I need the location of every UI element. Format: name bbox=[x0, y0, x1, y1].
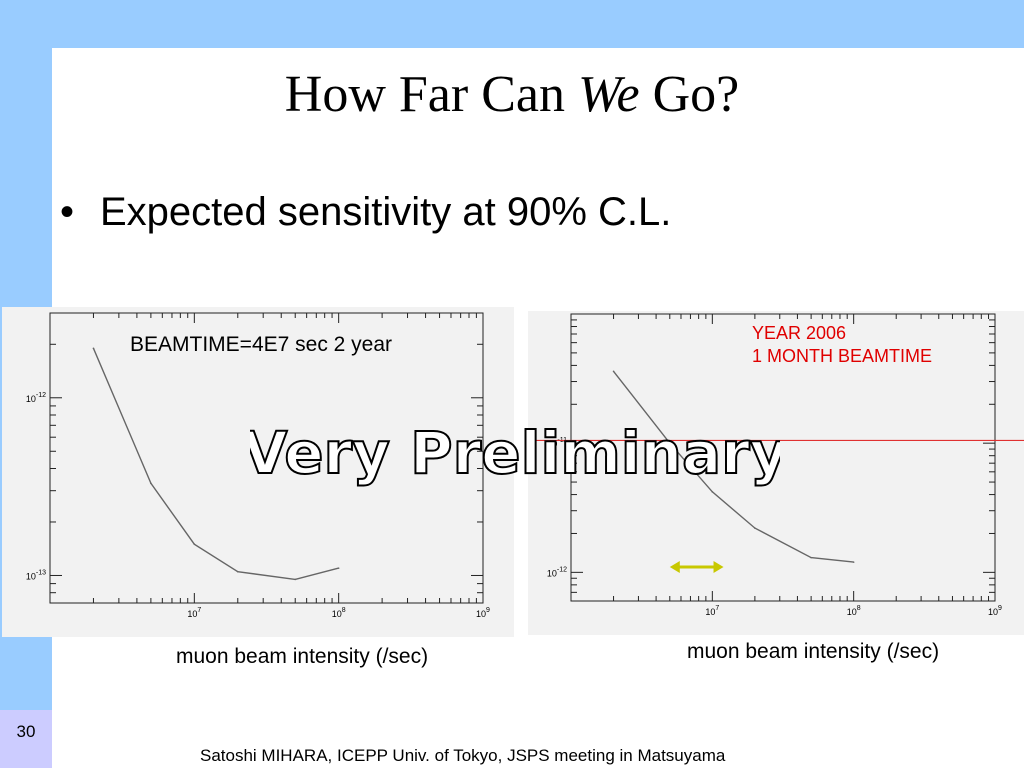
chart-right-data-point bbox=[668, 442, 671, 444]
top-color-band bbox=[0, 0, 1024, 48]
bullet-text: Expected sensitivity at 90% C.L. bbox=[100, 190, 672, 234]
footer-credit: Satoshi MIHARA, ICEPP Univ. of Tokyo, JS… bbox=[200, 746, 726, 765]
chart-left-data-point bbox=[337, 567, 340, 569]
chart-left: 107 108 109 10-12 10-13 bbox=[26, 312, 490, 619]
title-part-2: Go? bbox=[639, 66, 740, 123]
chart-right-data-point bbox=[612, 370, 615, 373]
chart-left-x-axis-label: muon beam intensity (/sec) bbox=[176, 645, 429, 668]
chart-left-x-tick-label: 108 bbox=[332, 607, 346, 619]
chart-left-annotation: BEAMTIME=4E7 sec 2 year bbox=[130, 333, 393, 356]
chart-left-y-tick-label: 10-12 bbox=[26, 392, 46, 404]
chart-right-series-line bbox=[612, 370, 854, 563]
chart-left-series-line bbox=[92, 347, 339, 581]
chart-right-frame bbox=[570, 313, 996, 602]
intensity-range-arrowhead-right bbox=[713, 561, 724, 573]
title-part-1: How Far Can bbox=[284, 66, 578, 123]
bullet-marker: • bbox=[60, 190, 75, 234]
plot-panel-left: 107 108 109 10-12 10-13 bbox=[2, 307, 514, 637]
chart-right-annotation-line-2: 1 MONTH BEAMTIME bbox=[752, 346, 933, 366]
chart-left-y-tick-label: 10-13 bbox=[26, 569, 46, 581]
chart-right-x-axis-label: muon beam intensity (/sec) bbox=[687, 640, 940, 663]
title-emphasis: We bbox=[577, 66, 640, 123]
chart-right-y-tick-label: 10-12 bbox=[547, 566, 567, 578]
chart-left-data-point bbox=[92, 347, 95, 350]
chart-right-annotation-line-1: YEAR 2006 bbox=[752, 323, 847, 343]
chart-right-x-tick-label: 109 bbox=[988, 605, 1002, 617]
bullet-item: • Expected sensitivity at 90% C.L. bbox=[60, 190, 671, 235]
chart-left-x-tick-label: 109 bbox=[476, 607, 490, 619]
chart-left-frame bbox=[49, 312, 484, 604]
intensity-range-arrowhead-left bbox=[669, 561, 680, 573]
chart-left-data-point bbox=[236, 570, 239, 573]
watermark: Very Preliminary bbox=[250, 418, 780, 488]
slide-number-box bbox=[0, 710, 52, 768]
chart-left-data-point bbox=[150, 482, 152, 485]
watermark-text: Very Preliminary bbox=[250, 419, 780, 487]
chart-left-x-tick-label: 107 bbox=[187, 607, 201, 619]
chart-right-data-point bbox=[810, 556, 812, 559]
chart-right-data-point bbox=[711, 491, 714, 493]
slide-title: How Far Can We Go? bbox=[0, 66, 1024, 123]
chart-right-annotation: YEAR 2006 1 MONTH BEAMTIME bbox=[752, 322, 932, 368]
plot-panel-right: 107 108 109 10-11 10-12 bbox=[528, 311, 1024, 635]
chart-left-data-point bbox=[294, 578, 297, 581]
slide-number: 30 bbox=[16, 722, 36, 741]
chart-right-data-point bbox=[852, 561, 855, 563]
chart-left-data-point bbox=[193, 543, 196, 545]
chart-right-x-tick-label: 107 bbox=[705, 605, 719, 617]
chart-right-x-tick-label: 108 bbox=[847, 605, 861, 617]
chart-right-data-point bbox=[754, 527, 756, 529]
